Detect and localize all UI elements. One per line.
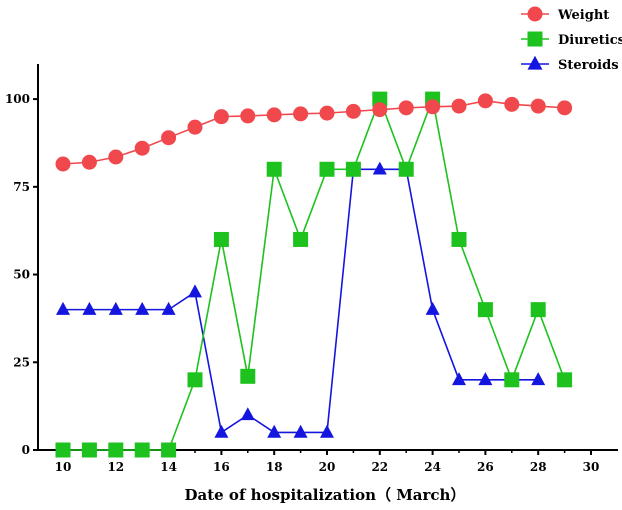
y-tick-label: 0 [22,443,30,457]
data-point-steroids [214,424,229,438]
series-weight [55,93,573,172]
data-point-steroids [372,161,387,175]
data-point-weight [161,130,177,146]
data-point-weight [398,100,414,116]
axes: 0 25 50 75 100 10 12 14 16 18 20 22 24 26 28 30 [5,64,618,474]
series-steroids [56,161,546,438]
data-point-diuretics [477,302,493,318]
x-tick-label: 16 [213,460,230,474]
x-tick-label: 18 [266,460,283,474]
data-point-diuretics [372,91,388,107]
data-point-weight [213,109,229,125]
data-point-diuretics [319,161,335,177]
data-point-weight [530,98,546,114]
data-point-weight [504,96,520,112]
data-point-steroids [161,301,176,315]
data-point-diuretics [293,231,309,247]
data-point-weight [451,98,467,114]
data-point-diuretics [55,442,71,458]
series-diuretics [55,91,573,458]
y-tick-label: 25 [13,355,30,369]
x-tick-label: 28 [530,460,547,474]
data-point-weight [372,102,388,118]
legend-item-diuretics: Diuretics [521,31,622,48]
y-tick-label: 50 [13,268,30,282]
data-point-steroids [56,301,70,315]
y-tick-label: 100 [5,92,30,106]
data-point-diuretics [240,368,256,384]
x-tick-label: 10 [55,460,72,474]
data-point-diuretics [187,372,203,388]
data-point-steroids [425,301,440,315]
data-point-diuretics [398,161,414,177]
data-point-weight [134,140,150,156]
data-point-weight [477,93,493,109]
x-tick-label: 14 [160,460,177,474]
legend-item-steroids: Steroids [521,55,619,73]
series-layer [55,91,573,458]
data-point-diuretics [134,442,150,458]
data-point-steroids [135,301,150,315]
data-point-steroids [188,284,202,298]
legend-marker-weight [527,6,543,22]
legend-label-steroids: Steroids [558,58,619,73]
legend-item-weight: Weight [521,6,609,23]
data-point-weight [187,119,203,135]
data-point-steroids [531,372,546,386]
y-tick-label: 75 [13,180,30,194]
data-point-steroids [452,372,466,386]
data-point-steroids [293,424,308,438]
legend: Weight Diuretics Steroids [521,6,622,73]
data-point-weight [240,108,256,124]
legend-marker-diuretics [527,31,543,47]
x-tick-label: 24 [424,460,441,474]
data-point-weight [293,106,309,122]
x-tick-label: 26 [477,460,494,474]
data-point-steroids [82,301,97,315]
data-point-diuretics [161,442,177,458]
data-point-diuretics [81,442,97,458]
x-tick-label: 20 [319,460,336,474]
legend-label-weight: Weight [557,8,609,23]
data-point-weight [319,105,335,121]
data-point-weight [557,100,573,116]
data-point-diuretics [557,372,573,388]
x-tick-label: 12 [107,460,124,474]
data-point-weight [266,107,282,123]
x-tick-label: 22 [371,460,388,474]
data-point-diuretics [530,302,546,318]
data-point-diuretics [108,442,124,458]
legend-marker-steroids [527,55,543,70]
data-point-weight [55,156,71,172]
data-point-steroids [478,372,493,386]
data-point-weight [345,103,361,119]
x-axis-label: Date of hospitalization（ March） [185,486,466,504]
data-point-diuretics [345,161,361,177]
data-point-weight [108,149,124,165]
series-line-steroids [63,168,539,434]
data-point-steroids [108,301,123,315]
x-tick-label: 30 [583,460,600,474]
data-point-diuretics [451,231,467,247]
data-point-diuretics [213,231,229,247]
data-point-steroids [320,424,334,438]
data-point-steroids [267,424,282,438]
data-point-diuretics [266,161,282,177]
data-point-weight [81,154,97,170]
data-point-weight [425,99,441,115]
data-point-diuretics [504,372,520,388]
data-point-steroids [240,407,255,421]
legend-label-diuretics: Diuretics [558,33,622,48]
